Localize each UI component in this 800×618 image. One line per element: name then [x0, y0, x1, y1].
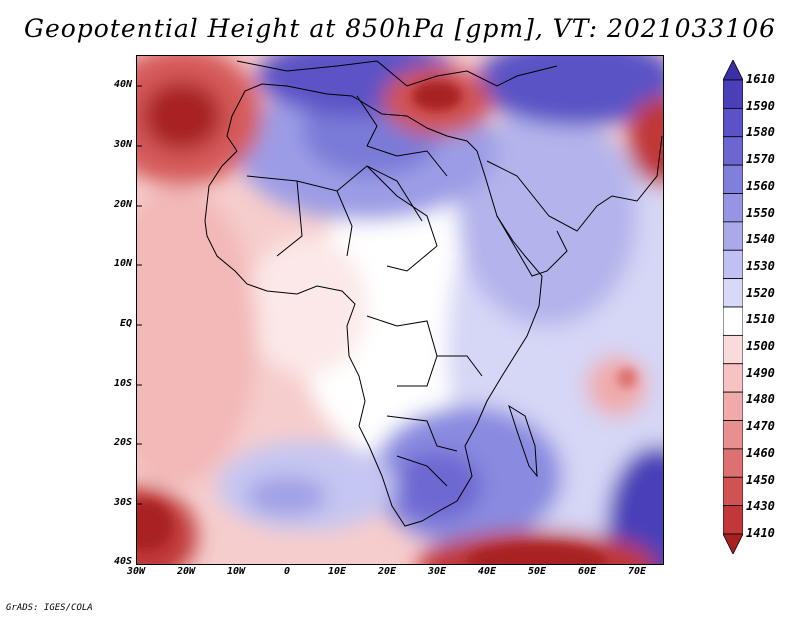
colorbar-label: 1460: [746, 445, 775, 460]
colorbar-label: 1520: [746, 285, 775, 300]
colorbar-cell: [723, 306, 743, 336]
colorbar-top-arrow: [723, 60, 743, 81]
colorbar-label: 1540: [746, 232, 775, 247]
lat-label-10s: 10S: [113, 378, 132, 389]
geopotential-field: [137, 56, 663, 564]
lat-label-30s: 30S: [113, 497, 132, 508]
lat-label-20n: 20N: [113, 199, 132, 210]
coastlines: [204, 60, 663, 527]
colorbar-label: 1580: [746, 125, 775, 140]
colorbar-label: 1610: [746, 72, 775, 86]
colorbar: [723, 60, 743, 554]
lat-label-10n: 10N: [113, 258, 132, 269]
lat-label-40s: 40S: [113, 556, 132, 567]
colorbar-label: 1490: [746, 365, 775, 380]
lat-label-20s: 20S: [113, 437, 132, 448]
colorbar-bottom-arrow: [723, 533, 743, 554]
lon-label-60e: 60E: [577, 566, 597, 577]
lon-label-20w: 20W: [176, 566, 196, 577]
colorbar-label: 1560: [746, 178, 775, 193]
colorbar-cell: [723, 136, 743, 166]
colorbar-cell: [723, 391, 743, 421]
lon-label-40e: 40E: [477, 566, 497, 577]
colorbar-label: 1550: [746, 205, 775, 220]
colorbar-cell: [723, 278, 743, 308]
colorbar-cell: [723, 334, 743, 365]
lon-label-70e: 70E: [627, 566, 647, 577]
colorbar-cell: [723, 164, 743, 194]
lat-label-eq: EQ: [119, 318, 132, 329]
colorbar-cell: [723, 193, 743, 223]
colorbar-label: 1590: [746, 98, 775, 113]
colorbar-label: 1450: [746, 472, 775, 487]
colorbar-label: 1500: [746, 339, 775, 354]
colorbar-cell: [723, 363, 743, 393]
colorbar-label: 1430: [746, 499, 775, 514]
colorbar-cell: [723, 221, 743, 251]
field-highlights: [137, 81, 637, 564]
lon-label-10w: 10W: [226, 566, 246, 577]
colorbar-label: 1410: [746, 526, 775, 540]
colorbar-label: 1530: [746, 258, 775, 273]
colorbar-label: 1510: [746, 312, 775, 327]
lon-label-50e: 50E: [527, 566, 547, 577]
field-shading: [137, 56, 663, 564]
colorbar-cell: [723, 476, 743, 507]
colorbar-cell: [723, 420, 743, 450]
lon-label-10e: 10E: [327, 566, 347, 577]
colorbar-label: 1570: [746, 152, 775, 167]
colorbar-cell: [723, 249, 743, 280]
lon-label-30w: 30W: [126, 566, 146, 577]
colorbar-cell: [723, 107, 743, 138]
colorbar-cell: [723, 448, 743, 478]
tick-marks: [137, 85, 142, 505]
colorbar-label: 1470: [746, 419, 775, 434]
lon-label-20e: 20E: [377, 566, 397, 577]
colorbar-cell: [723, 505, 743, 535]
lat-label-40n: 40N: [113, 79, 132, 90]
lat-label-30n: 30N: [113, 139, 132, 150]
colorbar-label: 1480: [746, 392, 775, 407]
lon-label-0: 0: [283, 566, 291, 577]
chart-title: Geopotential Height at 850hPa [gpm], VT:…: [23, 14, 777, 43]
lon-label-30e: 30E: [427, 566, 447, 577]
grads-credit: GrADS: IGES/COLA: [6, 603, 93, 613]
colorbar-cell: [723, 79, 743, 109]
map-panel: [136, 55, 664, 565]
